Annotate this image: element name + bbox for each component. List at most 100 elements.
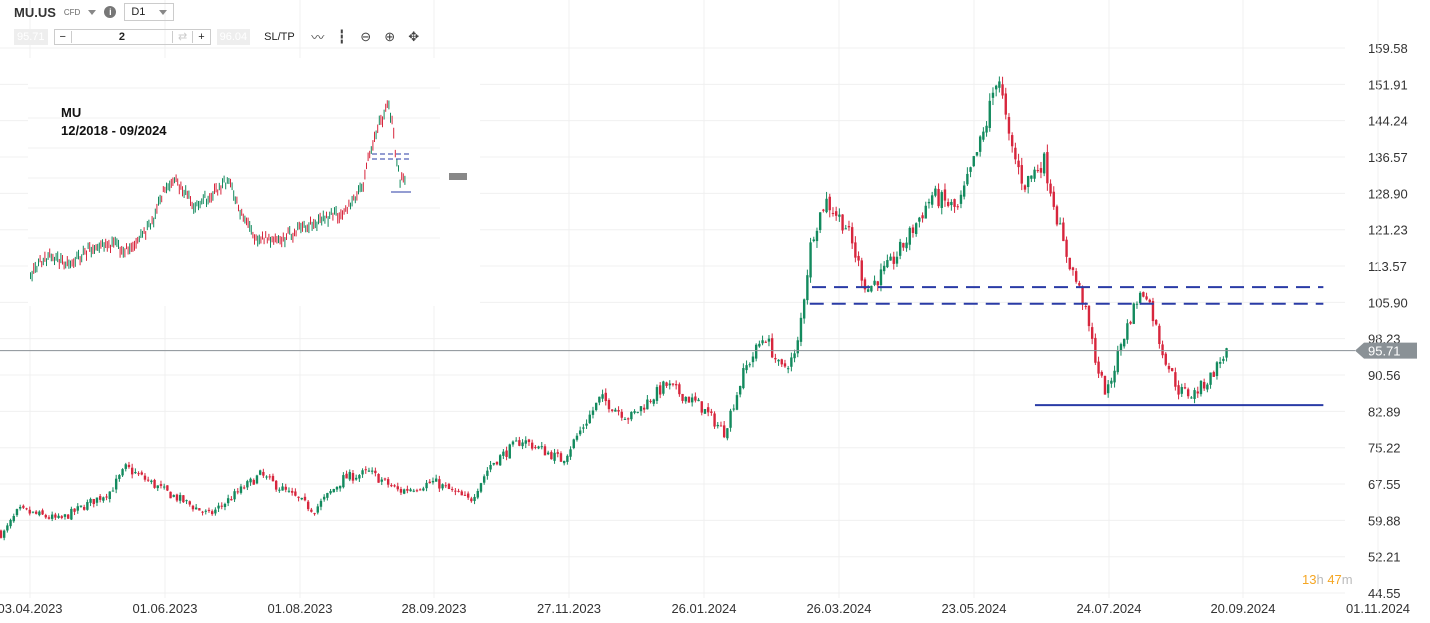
inset-candle (110, 244, 111, 254)
candle-body (582, 427, 585, 429)
candle-body (476, 490, 479, 498)
candle-body (684, 396, 687, 402)
inset-candle (111, 236, 113, 247)
quantity-input[interactable]: 2 (70, 30, 173, 43)
inset-candle (234, 196, 236, 205)
inset-candle (81, 254, 83, 263)
candle-body (316, 506, 319, 513)
inset-candle (254, 234, 255, 245)
inset-candle (121, 245, 123, 255)
inset-candle (151, 216, 153, 225)
candle-body (57, 515, 60, 518)
zoom-in-icon[interactable]: ⊕ (384, 28, 396, 44)
candle-body (953, 199, 956, 207)
buy-button[interactable]: 96.04 (216, 28, 251, 45)
move-icon[interactable]: ✥ (408, 28, 420, 44)
inset-candle (222, 178, 223, 189)
inset-candle (60, 253, 62, 264)
candle-body (342, 475, 345, 488)
inset-candle (383, 109, 385, 120)
candle-body (943, 189, 947, 201)
candle-body (745, 365, 748, 371)
candle-body (329, 491, 332, 494)
candle-body (236, 491, 239, 493)
candle-body (73, 508, 76, 512)
candle-body (290, 491, 294, 493)
inset-candle (34, 261, 36, 273)
inset-candle (289, 226, 291, 235)
candle-body (146, 479, 150, 481)
candle-body (806, 275, 809, 301)
line-chart-icon[interactable]: 〰 (311, 30, 325, 45)
candle-body (780, 359, 783, 365)
candle-body (770, 338, 774, 358)
candle-body (1049, 183, 1052, 194)
candle-body (1042, 153, 1046, 174)
inset-candle (257, 235, 259, 247)
inset-candle (94, 245, 95, 254)
candle-body (1106, 384, 1110, 394)
y-tick-label: 75.22 (1368, 441, 1401, 456)
candle-body (1084, 306, 1087, 308)
inset-candle (193, 203, 195, 214)
candle-body (546, 452, 550, 455)
candle-body (886, 260, 889, 268)
timeframe-select[interactable]: D1 (124, 3, 175, 21)
y-tick-label: 121.23 (1368, 223, 1408, 238)
candle-body (150, 480, 153, 483)
candle-body (847, 226, 851, 228)
candle-body (761, 340, 764, 344)
zoom-out-icon[interactable]: ⊖ (360, 28, 372, 44)
inset-candle (292, 232, 294, 243)
inset-candle (233, 190, 235, 201)
info-icon[interactable]: i (104, 6, 117, 18)
inset-candle (38, 258, 39, 267)
candle-body (1190, 397, 1193, 399)
inset-candle (100, 240, 102, 249)
decrease-button[interactable]: − (59, 30, 66, 43)
increase-button[interactable]: + (192, 30, 209, 43)
quantity-stepper[interactable]: − 2 ⇄ + (53, 28, 211, 45)
inset-candle (148, 219, 150, 228)
inset-candle (124, 248, 126, 258)
inset-candle (185, 185, 187, 196)
inset-candle (82, 245, 84, 256)
swap-icon[interactable]: ⇄ (177, 31, 188, 43)
candlestick-icon[interactable]: ┇ (337, 28, 346, 44)
candle-body (76, 506, 79, 511)
inset-candle (46, 258, 47, 267)
candle-body (15, 509, 19, 516)
candle-body (127, 464, 131, 468)
inset-candle (310, 216, 311, 225)
inset-candle (228, 177, 230, 185)
candle-body (18, 506, 22, 509)
inset-candle (278, 235, 279, 244)
inset-candle (318, 214, 319, 225)
candle-body (169, 491, 172, 499)
candle-body (1087, 305, 1091, 327)
candle-body (921, 215, 924, 219)
inset-candle (145, 231, 147, 240)
candle-body (575, 435, 579, 440)
candle-body (102, 497, 105, 501)
sell-button[interactable]: 95.71 (14, 28, 48, 45)
inset-candle (351, 195, 353, 207)
symbol-name[interactable]: MU.US (14, 4, 56, 20)
candle-body (124, 464, 127, 469)
candle-body (463, 494, 467, 496)
candle-body (9, 519, 12, 527)
candle-body (198, 508, 201, 511)
candle-body (428, 481, 431, 484)
inset-candle (169, 180, 171, 192)
candle-body (1119, 344, 1123, 351)
inset-candle (210, 192, 212, 203)
inset-title: MU 12/2018 - 09/2024 (61, 104, 167, 140)
candle-body (668, 383, 671, 386)
sltp-button[interactable]: SL/TP (264, 30, 295, 43)
symbol-dropdown-icon[interactable] (88, 9, 97, 15)
candle-body (991, 92, 995, 98)
inset-candle (303, 220, 305, 228)
candle-body (754, 344, 758, 359)
candle-body (79, 505, 83, 507)
